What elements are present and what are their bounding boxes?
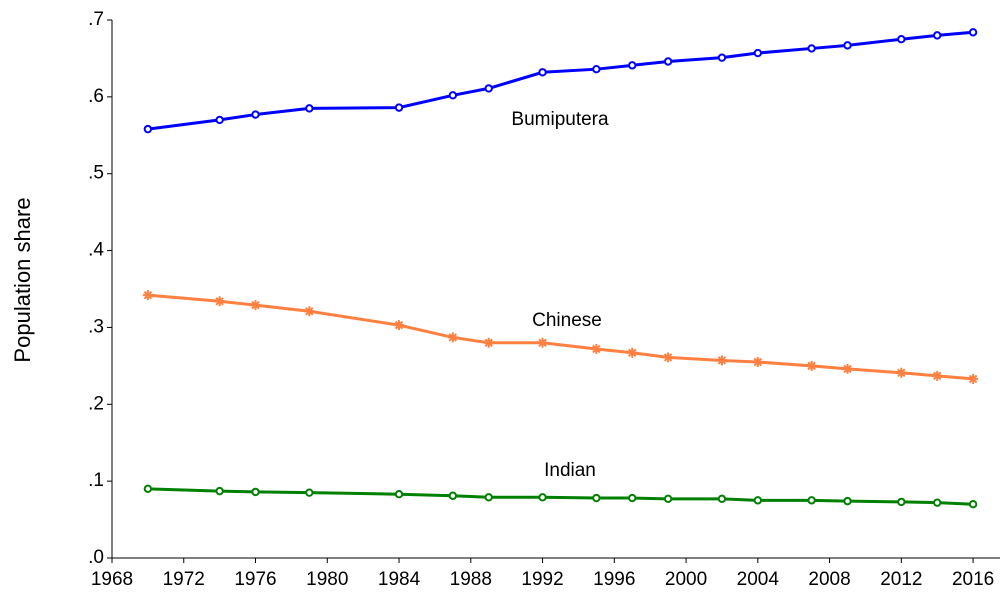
marker (304, 306, 315, 317)
x-tick-label: 1996 (593, 569, 635, 590)
marker (752, 357, 763, 368)
marker (143, 124, 153, 134)
marker (592, 493, 601, 503)
y-tick-label: .3 (88, 316, 104, 337)
marker (250, 300, 261, 311)
marker (305, 488, 314, 497)
marker (717, 494, 727, 504)
marker (484, 493, 493, 502)
marker (896, 367, 907, 378)
series-label: Bumiputera (511, 109, 609, 130)
marker (591, 343, 602, 354)
x-tick-label: 2012 (880, 569, 922, 590)
marker (484, 84, 493, 93)
marker (394, 320, 405, 331)
marker (897, 497, 906, 507)
series-line (147, 487, 974, 506)
series-line (147, 293, 974, 381)
marker (142, 290, 153, 301)
marker (753, 48, 763, 58)
marker (968, 373, 979, 384)
x-tick-label: 1992 (521, 569, 563, 590)
x-tick-label: 2000 (665, 569, 707, 590)
x-tick-label: 1976 (234, 569, 276, 590)
marker (806, 360, 817, 371)
marker (448, 491, 458, 500)
y-tick-label: .0 (88, 547, 104, 568)
marker (394, 103, 404, 112)
marker (251, 110, 260, 119)
marker (843, 496, 852, 506)
marker (968, 500, 978, 509)
x-tick-label: 1972 (163, 569, 205, 590)
marker (628, 493, 637, 503)
marker (717, 53, 727, 62)
marker (592, 64, 601, 74)
marker (538, 493, 547, 502)
marker (215, 486, 224, 496)
marker (483, 337, 494, 348)
series-label: Chinese (532, 310, 602, 331)
y-axis-label: Population share (10, 197, 35, 362)
marker (716, 355, 727, 366)
marker (627, 347, 638, 358)
marker (897, 35, 906, 44)
marker (305, 104, 314, 113)
series-line (147, 30, 974, 131)
marker (932, 370, 943, 381)
marker (807, 496, 816, 505)
x-tick-label: 1968 (91, 569, 133, 590)
marker (214, 296, 225, 307)
marker (933, 31, 942, 40)
marker (843, 41, 852, 50)
marker (663, 494, 673, 504)
series-label: Indian (544, 460, 596, 481)
y-tick-label: .7 (88, 9, 104, 30)
marker (807, 44, 816, 53)
marker (842, 363, 853, 374)
x-tick-label: 2008 (808, 569, 850, 590)
x-tick-label: 1980 (306, 569, 348, 590)
marker (663, 57, 673, 66)
marker (663, 352, 674, 363)
marker (753, 496, 763, 505)
marker (628, 61, 637, 70)
y-tick-label: .4 (88, 240, 104, 261)
y-tick-label: .2 (88, 393, 104, 414)
marker (537, 337, 548, 348)
x-tick-label: 2016 (952, 569, 994, 590)
x-tick-label: 1984 (378, 569, 421, 590)
y-tick-label: .6 (88, 86, 104, 107)
marker (394, 490, 404, 499)
marker (538, 68, 547, 77)
y-tick-label: .1 (88, 470, 104, 491)
marker (215, 115, 224, 125)
marker (968, 28, 978, 37)
marker (447, 332, 458, 343)
y-tick-label: .5 (88, 163, 104, 184)
marker (143, 484, 153, 494)
x-tick-label: 2004 (737, 569, 780, 590)
x-tick-label: 1988 (450, 569, 492, 590)
marker (251, 487, 260, 497)
marker (448, 91, 458, 100)
marker (933, 498, 942, 507)
